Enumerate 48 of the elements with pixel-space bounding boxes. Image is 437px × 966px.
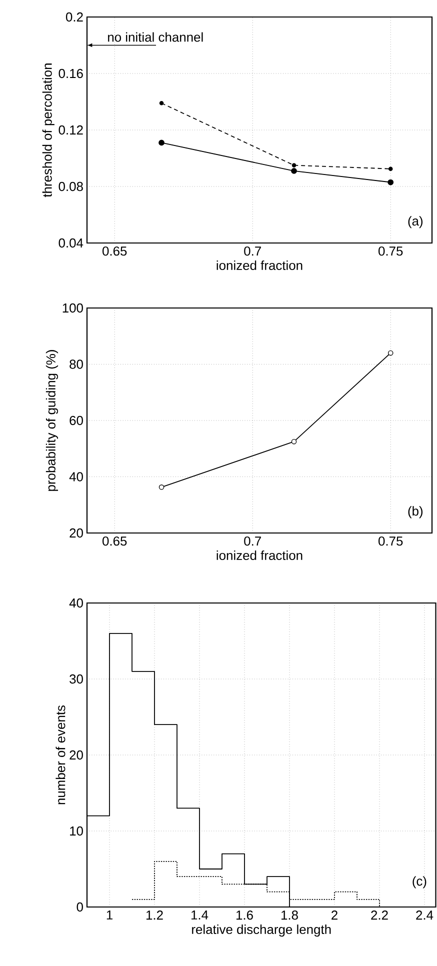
point [291,438,297,444]
y-tick-label: 40 [69,472,83,482]
x-tick-label: 1.6 [236,910,253,920]
y-tick-label: 40 [69,598,83,608]
x-tick-label: 2 [332,910,338,920]
point [158,140,164,146]
x-axis-title: ionized fraction [216,260,302,270]
x-tick-label: 0.65 [102,536,127,546]
annotation: (a) [408,216,423,228]
y-tick-label: 30 [70,674,83,684]
point [388,179,394,186]
y-tick-label: 0.04 [58,238,84,248]
x-tick-label: 0.75 [378,536,403,546]
x-tick-label: 0.7 [244,536,261,546]
point [158,484,164,490]
y-tick-label: 0 [76,902,83,912]
y-tick-label: 60 [70,416,83,426]
annotation: (c) [412,876,426,888]
point [388,350,394,356]
y-axis-title: probability of guiding (%) [46,350,58,491]
y-tick-label: 100 [62,303,83,313]
y-tick-label: 0.12 [58,125,83,135]
y-tick-label: 20 [70,750,83,760]
point [159,101,164,106]
y-tick-label: 20 [70,528,83,538]
y-tick-label: 0.16 [58,68,83,78]
annotation: (b) [408,506,423,518]
point [291,168,297,174]
x-tick-label: 1.8 [281,910,298,920]
x-tick-label: 0.65 [102,246,127,256]
x-tick-label: 1.2 [146,910,163,920]
x-axis-title: ionized fraction [216,550,302,560]
y-tick-label: 80 [70,360,83,369]
y-tick-label: 0.2 [66,12,83,22]
x-tick-label: 0.7 [244,246,261,256]
y-axis-title: number of events [56,705,66,804]
point [292,163,296,168]
y-tick-label: 10 [70,826,83,836]
y-axis-title: threshold of percolation [42,64,54,198]
x-axis-title: relative discharge length [192,924,331,937]
x-tick-label: 2.2 [371,910,388,920]
x-tick-label: 2.4 [416,910,434,920]
y-tick-label: 0.08 [58,182,83,192]
annotation: no initial channel [108,32,203,42]
point [388,166,393,171]
x-tick-label: 1 [106,910,112,920]
x-tick-label: 0.75 [378,246,403,256]
x-tick-label: 1.4 [191,910,208,920]
